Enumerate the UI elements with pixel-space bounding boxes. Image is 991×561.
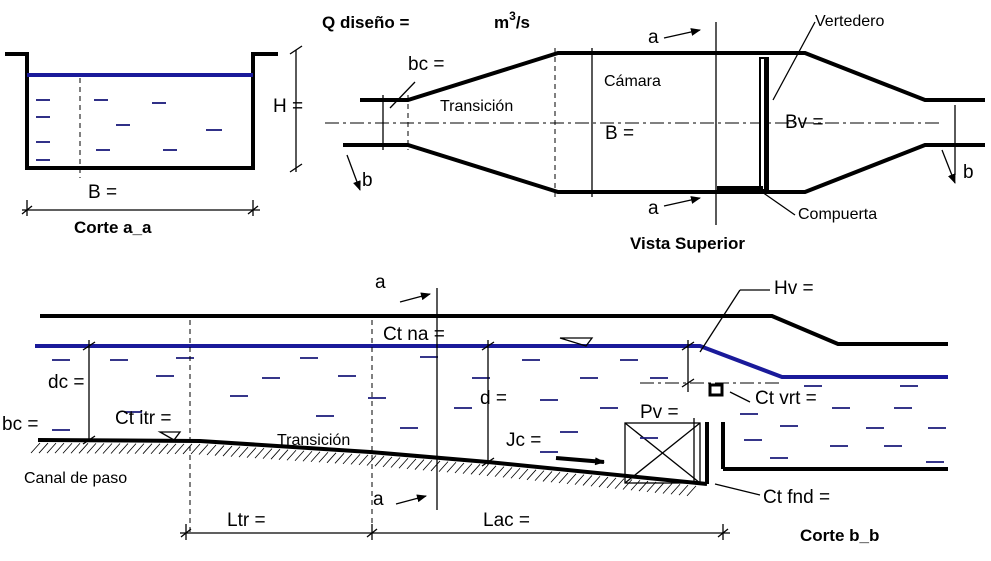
channel-label: Canal de paso xyxy=(24,470,127,487)
chamber-label: Cámara xyxy=(604,73,661,90)
svg-text:a: a xyxy=(648,198,659,219)
ct-na-label: Ct na = xyxy=(383,324,445,345)
gate-label: Compuerta xyxy=(798,206,877,223)
svg-text:a: a xyxy=(375,272,386,293)
hv-label: Hv = xyxy=(774,278,814,299)
water-fill-dashes-bb xyxy=(52,356,946,463)
top-wall-profile xyxy=(40,314,948,346)
b-label: B = xyxy=(88,182,117,203)
weir-label: Vertedero xyxy=(815,13,884,30)
pv-label: Pv = xyxy=(640,402,679,423)
top-view: a a b b bc = Transición Cámara B = Bv = … xyxy=(325,13,985,253)
transition-label: Transición xyxy=(440,98,513,115)
top-wall xyxy=(360,51,985,102)
ct-itr-label: Ct itr = xyxy=(115,408,171,429)
q-design-label: Q diseño = xyxy=(322,13,409,32)
corte-aa-title: Corte a_a xyxy=(74,218,152,237)
top-view-title: Vista Superior xyxy=(630,234,745,253)
weir-crest xyxy=(708,383,724,397)
svg-text:b: b xyxy=(963,162,974,183)
gate xyxy=(717,186,763,193)
hv-leader xyxy=(699,289,741,353)
bottom-profile xyxy=(37,438,708,486)
d-label: d = xyxy=(480,388,507,409)
transition-label-bb: Transición xyxy=(277,432,350,449)
bc-label: bc = xyxy=(408,54,444,75)
svg-text:a: a xyxy=(648,27,659,48)
water-level-symbol xyxy=(559,337,594,347)
bottom-wall xyxy=(343,143,985,194)
lac-label: Lac = xyxy=(483,510,530,531)
slope-arrow xyxy=(555,456,605,466)
ground-hatching xyxy=(30,442,697,497)
ltr-label: Ltr = xyxy=(227,510,266,531)
b-label-top: B = xyxy=(605,123,634,144)
ct-fnd-label: Ct fnd = xyxy=(763,487,830,508)
section-b-b: a a Hv = Ct n xyxy=(2,272,948,545)
ct-vrt-label: Ct vrt = xyxy=(755,388,817,409)
jc-label: Jc = xyxy=(506,430,541,451)
channel-section-outline xyxy=(5,52,278,170)
dc-label: dc = xyxy=(48,372,84,393)
gate-box xyxy=(624,422,701,484)
weir-leader xyxy=(772,21,816,101)
section-a-a: H = B = Corte a_a xyxy=(5,45,303,237)
svg-text:a: a xyxy=(373,489,384,510)
q-unit: m3/s xyxy=(494,9,530,32)
corte-bb-title: Corte b_b xyxy=(800,526,879,545)
water-surface-profile xyxy=(35,344,948,379)
invert-level-symbol xyxy=(157,431,182,441)
svg-text:b: b xyxy=(362,170,373,191)
bv-label: Bv = xyxy=(785,112,824,133)
design-flow-header: Q diseño = m3/s xyxy=(322,9,530,32)
h-label: H = xyxy=(273,96,303,117)
bc-label-bb: bc = xyxy=(2,414,38,435)
gate-leader xyxy=(761,191,796,216)
water-fill-dashes xyxy=(36,99,222,161)
